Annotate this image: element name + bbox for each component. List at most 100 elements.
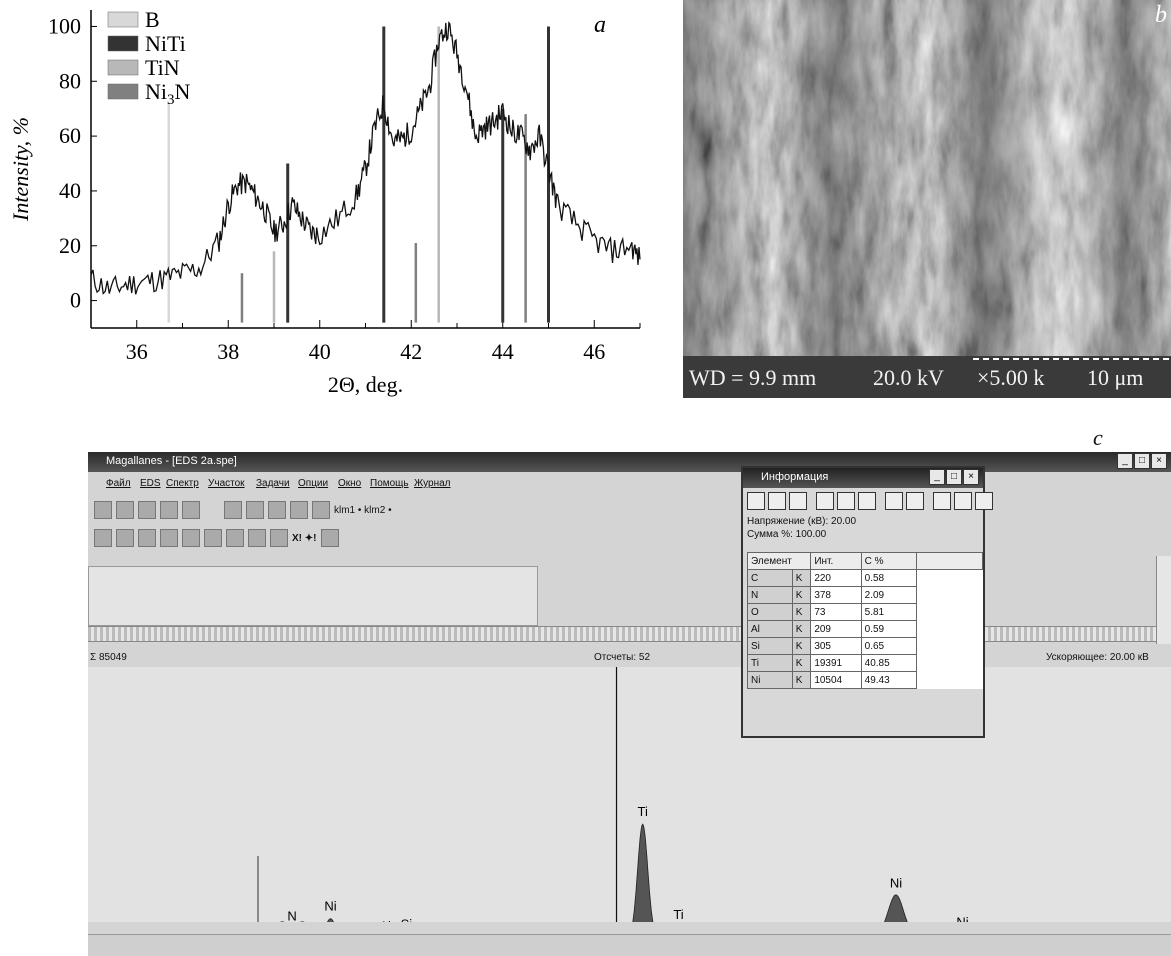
table-blank (916, 671, 983, 689)
minimize-button[interactable]: _ (1117, 453, 1133, 469)
tool-icon[interactable] (290, 501, 308, 519)
menu-region[interactable]: Участок (208, 478, 245, 489)
column-header-intensity: Инт. (810, 552, 862, 570)
grid-icon[interactable] (224, 501, 242, 519)
save-icon[interactable] (116, 501, 134, 519)
intensity-cell: 19391 (810, 654, 862, 672)
menu-spectrum[interactable]: Спектр (166, 478, 199, 489)
klm-marker-label[interactable]: klm1 • klm2 • (334, 504, 392, 516)
table-blank (916, 586, 983, 604)
accelerating-voltage-readout: Ускоряющее: 20.00 кВ (1046, 652, 1149, 663)
table-icon[interactable] (246, 501, 264, 519)
maximize-button[interactable]: □ (1134, 453, 1150, 469)
tool-icon[interactable] (248, 529, 266, 547)
info-dialog-title: Информация (761, 471, 829, 483)
spectrum-overview[interactable] (88, 566, 538, 626)
peak-label-o: O (297, 919, 307, 922)
intensity-cell: 10504 (810, 671, 862, 689)
vertical-scrollbar[interactable] (1156, 556, 1171, 644)
concentration-cell: 0.58 (860, 569, 917, 587)
tool-icon[interactable] (312, 501, 330, 519)
maximize-button[interactable]: □ (946, 469, 962, 485)
minimize-button[interactable]: _ (929, 469, 945, 485)
legend-label-b: B (145, 7, 160, 32)
table-row[interactable]: Si K 305 0.65 (747, 637, 983, 655)
tool-icon[interactable] (837, 492, 855, 510)
tool-icon[interactable] (320, 529, 339, 547)
doc-icon[interactable] (768, 492, 786, 510)
x-tick-label: 44 (492, 339, 514, 364)
column-header-element: Элемент (746, 552, 812, 570)
table-row[interactable]: N K 378 2.09 (747, 586, 983, 604)
table-row[interactable]: Al K 209 0.59 (747, 620, 983, 638)
tool-icon[interactable] (975, 492, 993, 510)
tool-icon[interactable] (138, 529, 156, 547)
x-marker-buttons[interactable]: X! ✦! (292, 532, 317, 544)
concentration-cell: 2.09 (860, 586, 917, 604)
tool-icon[interactable] (933, 492, 951, 510)
tool-icon[interactable] (204, 529, 222, 547)
x-tick-label: 40 (309, 339, 331, 364)
horizontal-scrollbar[interactable] (88, 626, 1171, 642)
menu-options[interactable]: Опции (298, 478, 329, 489)
table-row[interactable]: Ni K 10504 49.43 (747, 671, 983, 689)
tool-icon[interactable] (858, 492, 876, 510)
open-icon[interactable] (94, 501, 112, 519)
concentration-cell: 49.43 (860, 671, 917, 689)
tool-icon[interactable] (116, 529, 134, 547)
sum-readout: Сумма %: 100.00 (747, 529, 827, 540)
cursor-counts: Отсчеты: 52 (594, 652, 651, 663)
legend-swatch-niti (107, 35, 139, 52)
tool-icon[interactable] (885, 492, 903, 510)
menu-eds[interactable]: EDS (140, 478, 161, 489)
close-button[interactable]: × (963, 469, 979, 485)
sem-info-bar: WD = 9.9 mm 20.0 kV ×5.00 k 10 μm (683, 356, 1171, 398)
x-axis-label: 2Θ, deg. (328, 372, 403, 397)
y-tick-label: 20 (59, 233, 81, 258)
menu-window[interactable]: Окно (338, 478, 362, 489)
tool-icon[interactable] (816, 492, 834, 510)
eds-spectrum-plot[interactable]: 012345678910426 : 4.203 кэВCNONiAlSiTiTi… (88, 667, 1171, 922)
menu-tasks[interactable]: Задачи (256, 478, 290, 489)
tool-icon[interactable] (182, 529, 200, 547)
tool-icon[interactable] (226, 529, 244, 547)
close-button[interactable]: × (1151, 453, 1167, 469)
concentration-cell: 40.85 (860, 654, 917, 672)
binoculars-icon[interactable] (268, 501, 286, 519)
tool-icon[interactable] (160, 529, 178, 547)
info-dialog: Информация _ □ × Напряжение (кВ): 20.00 … (741, 466, 993, 738)
tool-icon[interactable] (789, 492, 807, 510)
working-distance: WD = 9.9 mm (689, 365, 817, 390)
menu-journal[interactable]: Журнал (414, 478, 451, 489)
info-dialog-titlebar: Информация _ □ × (743, 468, 983, 488)
tool-icon[interactable] (160, 501, 178, 519)
tool-icon[interactable] (906, 492, 924, 510)
table-row[interactable]: O K 73 5.81 (747, 603, 983, 621)
table-row[interactable]: Ti K 19391 40.85 (747, 654, 983, 672)
y-tick-label: 80 (59, 68, 81, 93)
concentration-cell: 0.59 (860, 620, 917, 638)
peak-label-ni: Ni (890, 876, 902, 891)
info-dialog-controls: _ □ × (929, 469, 979, 485)
preview-icon[interactable] (138, 501, 156, 519)
peak-label-ti: Ti (638, 804, 648, 819)
element-cell: Si (747, 637, 793, 655)
y-tick-label: 100 (48, 13, 81, 38)
y-axis-label: Intensity, % (8, 117, 33, 222)
tool-icon[interactable] (270, 529, 288, 547)
accelerating-voltage: 20.0 kV (873, 365, 944, 390)
copy-icon[interactable] (747, 492, 765, 510)
tool-icon[interactable] (182, 501, 200, 519)
line-cell: K (791, 586, 812, 604)
menu-file[interactable]: Файл (106, 478, 131, 489)
menu-help[interactable]: Помощь (370, 478, 409, 489)
tool-icon[interactable] (954, 492, 972, 510)
table-row[interactable]: C K 220 0.58 (747, 569, 983, 587)
zoom-icon[interactable] (94, 529, 112, 547)
element-cell: C (747, 569, 793, 587)
panel-letter-b: b (1155, 2, 1167, 28)
table-blank (916, 620, 983, 638)
eds-spectrum-svg: 012345678910426 : 4.203 кэВCNONiAlSiTiTi… (257, 667, 969, 922)
legend-label-tin: TiN (145, 55, 180, 80)
